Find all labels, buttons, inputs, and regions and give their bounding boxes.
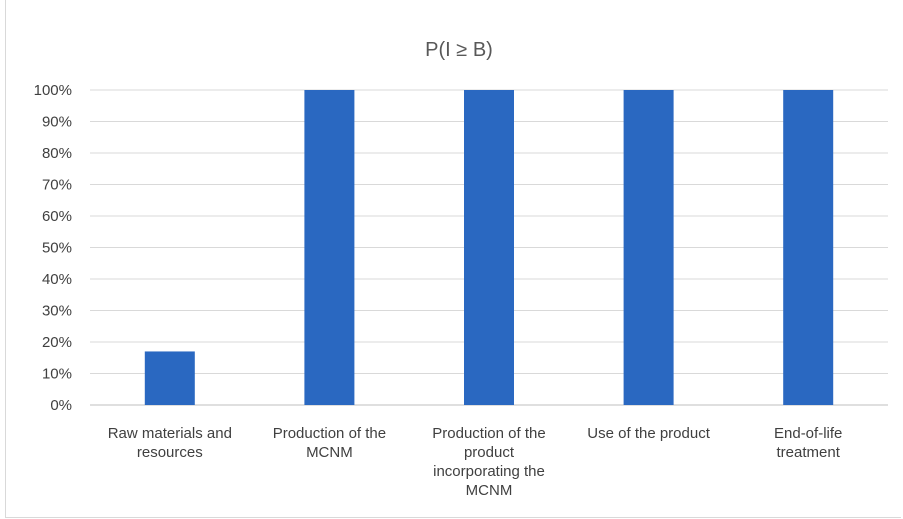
chart-frame	[5, 0, 901, 518]
x-category-label: Raw materials and resources	[108, 425, 232, 461]
y-tick-label: 60%	[42, 208, 72, 225]
x-category-label: Use of the product	[587, 425, 710, 442]
y-tick-label: 100%	[34, 82, 72, 99]
bar	[464, 90, 514, 405]
x-category-label: End-of-life treatment	[774, 425, 842, 461]
bar	[144, 351, 195, 405]
y-tick-label: 10%	[42, 366, 72, 383]
bar	[783, 90, 834, 405]
x-category-label: Production of the product incorporating th…	[432, 425, 545, 499]
y-tick-label: 90%	[42, 114, 72, 131]
bar	[623, 90, 674, 405]
x-category-label: Production of the MCNM	[273, 425, 386, 461]
y-tick-label: 0%	[50, 397, 72, 414]
y-tick-label: 70%	[42, 177, 72, 194]
y-tick-label: 40%	[42, 271, 72, 288]
y-tick-label: 50%	[42, 240, 72, 257]
chart-title: P(I ≥ B)	[425, 39, 493, 61]
bar	[304, 90, 355, 405]
y-tick-label: 80%	[42, 145, 72, 162]
y-tick-label: 30%	[42, 303, 72, 320]
y-tick-label: 20%	[42, 334, 72, 351]
